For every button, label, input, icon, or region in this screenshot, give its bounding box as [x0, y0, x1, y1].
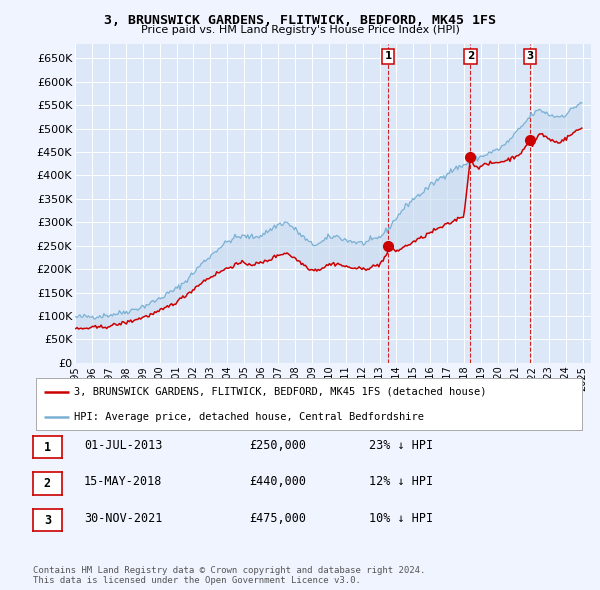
Text: 10% ↓ HPI: 10% ↓ HPI — [369, 512, 433, 525]
Text: 2: 2 — [44, 477, 51, 490]
Text: 3, BRUNSWICK GARDENS, FLITWICK, BEDFORD, MK45 1FS: 3, BRUNSWICK GARDENS, FLITWICK, BEDFORD,… — [104, 14, 496, 27]
Text: 3, BRUNSWICK GARDENS, FLITWICK, BEDFORD, MK45 1FS (detached house): 3, BRUNSWICK GARDENS, FLITWICK, BEDFORD,… — [74, 386, 487, 396]
Text: 01-JUL-2013: 01-JUL-2013 — [84, 439, 163, 452]
Text: 30-NOV-2021: 30-NOV-2021 — [84, 512, 163, 525]
Text: 1: 1 — [385, 51, 392, 61]
Text: Contains HM Land Registry data © Crown copyright and database right 2024.: Contains HM Land Registry data © Crown c… — [33, 566, 425, 575]
Text: HPI: Average price, detached house, Central Bedfordshire: HPI: Average price, detached house, Cent… — [74, 412, 424, 421]
Text: This data is licensed under the Open Government Licence v3.0.: This data is licensed under the Open Gov… — [33, 576, 361, 585]
Text: 15-MAY-2018: 15-MAY-2018 — [84, 476, 163, 489]
Text: 3: 3 — [526, 51, 534, 61]
Text: 2: 2 — [467, 51, 474, 61]
Text: £440,000: £440,000 — [249, 476, 306, 489]
Text: £250,000: £250,000 — [249, 439, 306, 452]
Text: £475,000: £475,000 — [249, 512, 306, 525]
Text: 23% ↓ HPI: 23% ↓ HPI — [369, 439, 433, 452]
Text: Price paid vs. HM Land Registry's House Price Index (HPI): Price paid vs. HM Land Registry's House … — [140, 25, 460, 35]
Text: 3: 3 — [44, 514, 51, 527]
Text: 1: 1 — [44, 441, 51, 454]
Text: 12% ↓ HPI: 12% ↓ HPI — [369, 476, 433, 489]
